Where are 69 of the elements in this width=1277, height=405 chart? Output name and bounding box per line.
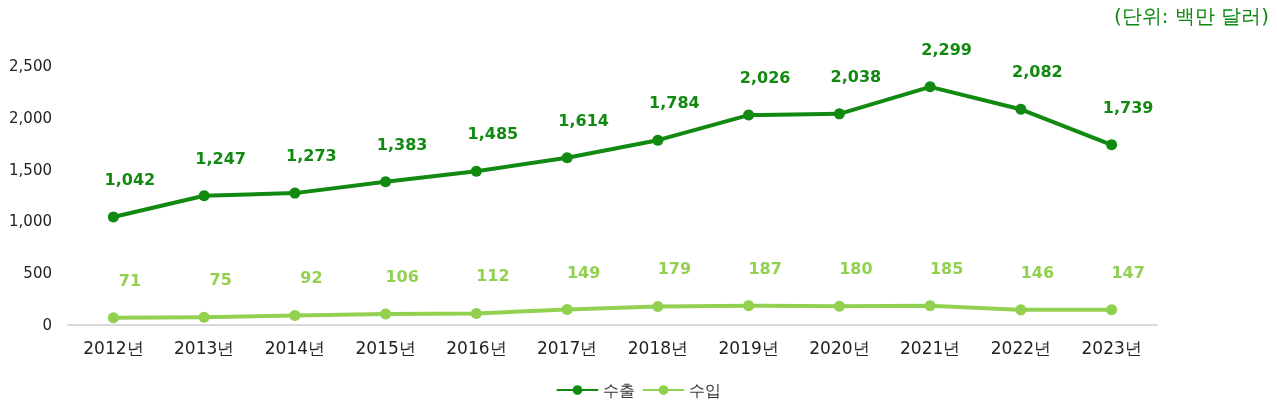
point bbox=[107, 211, 119, 223]
x-tick-label: 2020년 bbox=[809, 337, 870, 358]
data-label: 1,485 bbox=[467, 124, 519, 144]
x-tick-label: 2018년 bbox=[627, 337, 689, 358]
x-tick-label: 2016년 bbox=[446, 337, 507, 358]
point bbox=[561, 304, 573, 316]
y-tick-label: 2,500 bbox=[9, 57, 52, 75]
data-label: 106 bbox=[385, 267, 419, 287]
data-label: 1,383 bbox=[376, 134, 428, 154]
legend-label: 수입 bbox=[688, 380, 721, 400]
point bbox=[1015, 304, 1027, 316]
point bbox=[924, 300, 936, 312]
data-label: 2,026 bbox=[739, 68, 791, 88]
data-label: 1,042 bbox=[104, 170, 156, 190]
data-label: 92 bbox=[300, 268, 323, 288]
data-label: 112 bbox=[476, 266, 510, 286]
x-tick-label: 2021년 bbox=[899, 337, 961, 358]
point bbox=[652, 134, 664, 146]
data-label: 75 bbox=[209, 270, 232, 290]
y-tick-label: 0 bbox=[42, 316, 52, 334]
point bbox=[470, 165, 482, 177]
point bbox=[289, 187, 301, 199]
point bbox=[833, 300, 845, 312]
point bbox=[652, 300, 664, 312]
y-tick-label: 2,000 bbox=[9, 108, 52, 127]
point bbox=[470, 307, 482, 319]
x-tick-label: 2015년 bbox=[355, 337, 416, 358]
legend-label: 수출 bbox=[602, 380, 635, 400]
x-tick-label: 2014년 bbox=[264, 337, 326, 358]
data-label: 179 bbox=[657, 259, 692, 279]
point bbox=[833, 108, 845, 120]
data-label: 147 bbox=[1111, 262, 1145, 282]
point bbox=[289, 309, 301, 321]
data-label: 1,739 bbox=[1102, 97, 1154, 117]
data-label: 149 bbox=[566, 262, 601, 282]
point bbox=[561, 152, 573, 164]
x-tick-label: 2022년 bbox=[990, 337, 1052, 358]
data-label: 2,038 bbox=[830, 66, 882, 86]
data-label: 1,247 bbox=[195, 148, 246, 168]
x-tick-label: 2017년 bbox=[536, 337, 598, 358]
point bbox=[380, 308, 392, 320]
point bbox=[107, 312, 119, 324]
data-label: 1,614 bbox=[558, 110, 609, 130]
point bbox=[1106, 304, 1118, 316]
point bbox=[743, 300, 755, 312]
data-label: 185 bbox=[929, 258, 964, 278]
text: (단위: 백만 달러) bbox=[1113, 4, 1269, 28]
data-label: 71 bbox=[118, 270, 142, 290]
data-label: 180 bbox=[839, 259, 873, 279]
data-label: 1,273 bbox=[286, 146, 337, 166]
point bbox=[380, 176, 392, 188]
point bbox=[1106, 139, 1118, 151]
point bbox=[924, 81, 936, 93]
y-tick-label: 1,500 bbox=[9, 160, 52, 179]
point bbox=[743, 109, 755, 121]
x-tick-label: 2023년 bbox=[1081, 337, 1142, 358]
y-tick-label: 1,000 bbox=[9, 212, 52, 231]
data-label: 1,784 bbox=[649, 93, 700, 113]
point bbox=[198, 311, 210, 323]
data-label: 2,299 bbox=[921, 39, 972, 59]
y-tick-label: 500 bbox=[23, 264, 52, 283]
data-label: 2,082 bbox=[1012, 62, 1063, 82]
data-label: 187 bbox=[748, 258, 782, 278]
point bbox=[1015, 103, 1027, 115]
x-tick-label: 2012년 bbox=[83, 337, 144, 358]
data-label: 146 bbox=[1020, 262, 1055, 282]
point bbox=[198, 190, 210, 202]
x-tick-label: 2013년 bbox=[173, 337, 235, 358]
x-tick-label: 2019년 bbox=[718, 337, 779, 358]
